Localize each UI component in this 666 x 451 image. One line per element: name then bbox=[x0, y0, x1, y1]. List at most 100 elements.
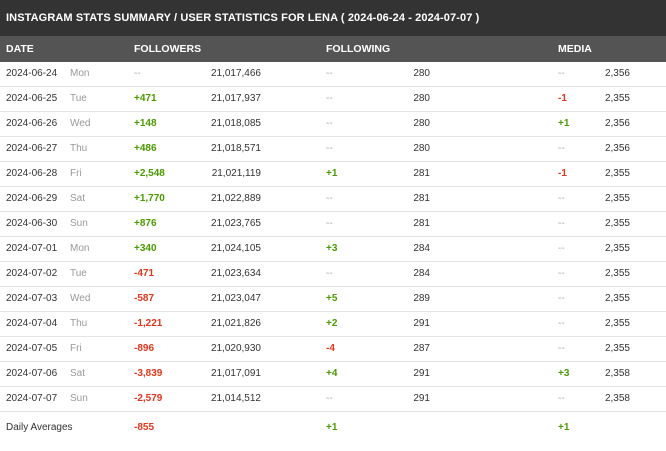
row-date: 2024-07-04 bbox=[6, 318, 58, 329]
row-day: Thu bbox=[70, 143, 88, 154]
following-change: -- bbox=[326, 68, 333, 79]
following-change: +1 bbox=[326, 168, 338, 179]
following-total: 291 bbox=[413, 393, 430, 404]
following-change: -- bbox=[326, 268, 333, 279]
row-day: Sun bbox=[70, 218, 88, 229]
table-row: 2024-07-07 Sun -2,579 21,014,512 -- 291 -- 2,35… bbox=[0, 387, 666, 412]
following-total: 281 bbox=[413, 218, 430, 229]
followers-change: -471 bbox=[134, 268, 155, 279]
row-date: 2024-06-27 bbox=[6, 143, 58, 154]
row-day: Fri bbox=[70, 168, 82, 179]
following-change: -- bbox=[326, 118, 333, 129]
following-total: 289 bbox=[413, 293, 430, 304]
following-change: +5 bbox=[326, 293, 338, 304]
followers-total: 21,014,512 bbox=[210, 393, 261, 404]
media-total: 2,356 bbox=[604, 68, 630, 79]
column-header-following[interactable]: FOLLOWING bbox=[326, 43, 391, 55]
table-row: 2024-07-03 Wed -587 21,023,047 +5 289 -- 2,355 bbox=[0, 287, 666, 312]
following-change: +4 bbox=[326, 368, 338, 379]
media-change: +3 bbox=[558, 368, 570, 379]
table-row: 2024-06-27 Thu +486 21,018,571 -- 280 -- 2,356 bbox=[0, 137, 666, 162]
row-date: 2024-06-30 bbox=[6, 218, 58, 229]
row-day: Wed bbox=[70, 293, 91, 304]
media-change: -1 bbox=[558, 93, 567, 104]
following-total: 280 bbox=[413, 93, 430, 104]
following-change: -- bbox=[326, 93, 333, 104]
row-day: Mon bbox=[70, 243, 90, 254]
followers-total: 21,022,889 bbox=[210, 193, 261, 204]
following-change: -4 bbox=[326, 343, 335, 354]
daily-averages-row: Daily Averages -855 +1 +1 bbox=[0, 412, 666, 444]
media-total: 2,355 bbox=[604, 168, 630, 179]
table-row: 2024-06-30 Sun +876 21,023,765 -- 281 -- 2,355 bbox=[0, 212, 666, 237]
followers-total: 21,023,765 bbox=[210, 218, 261, 229]
media-change: -- bbox=[558, 343, 565, 354]
table-row: 2024-07-04 Thu -1,221 21,021,826 +2 291 -- 2,35… bbox=[0, 312, 666, 337]
following-total: 291 bbox=[413, 368, 430, 379]
followers-total: 21,018,085 bbox=[210, 118, 261, 129]
media-total: 2,355 bbox=[604, 218, 630, 229]
row-day: Mon bbox=[70, 68, 90, 79]
row-day: Sat bbox=[70, 193, 86, 204]
following-total: 281 bbox=[413, 193, 430, 204]
row-date: 2024-06-25 bbox=[6, 93, 58, 104]
media-change: +1 bbox=[558, 118, 570, 129]
column-header-followers[interactable]: FOLLOWERS bbox=[134, 43, 202, 55]
media-total: 2,358 bbox=[604, 368, 630, 379]
row-date: 2024-07-05 bbox=[6, 343, 58, 354]
following-total: 287 bbox=[413, 343, 430, 354]
media-total: 2,356 bbox=[604, 143, 630, 154]
following-change: -- bbox=[326, 143, 333, 154]
row-date: 2024-06-24 bbox=[6, 68, 58, 79]
followers-total: 21,021,826 bbox=[210, 318, 261, 329]
row-date: 2024-07-07 bbox=[6, 393, 58, 404]
followers-total: 21,023,634 bbox=[210, 268, 261, 279]
media-change: -1 bbox=[558, 168, 567, 179]
row-date: 2024-06-29 bbox=[6, 193, 58, 204]
media-total: 2,355 bbox=[604, 343, 630, 354]
table-row: 2024-06-26 Wed +148 21,018,085 -- 280 +1 2,356 bbox=[0, 112, 666, 137]
following-change: -- bbox=[326, 218, 333, 229]
media-total: 2,355 bbox=[604, 243, 630, 254]
followers-change: +340 bbox=[134, 243, 157, 254]
table-row: 2024-06-28 Fri +2,548 21,021,119 +1 281 -1 2,35… bbox=[0, 162, 666, 187]
media-change: -- bbox=[558, 68, 565, 79]
table-row: 2024-07-05 Fri -896 21,020,930 -4 287 -- 2,355 bbox=[0, 337, 666, 362]
following-average: +1 bbox=[326, 422, 338, 433]
following-total: 291 bbox=[413, 318, 430, 329]
followers-change: +486 bbox=[134, 143, 157, 154]
media-total: 2,355 bbox=[604, 293, 630, 304]
table-row: 2024-07-02 Tue -471 21,023,634 -- 284 -- 2,355 bbox=[0, 262, 666, 287]
column-header-media[interactable]: MEDIA bbox=[558, 43, 592, 55]
followers-total: 21,021,119 bbox=[211, 168, 261, 179]
followers-change: -2,579 bbox=[134, 393, 163, 404]
row-day: Thu bbox=[70, 318, 88, 329]
followers-total: 21,018,571 bbox=[210, 143, 261, 154]
media-change: -- bbox=[558, 193, 565, 204]
following-total: 280 bbox=[413, 68, 430, 79]
media-change: -- bbox=[558, 143, 565, 154]
followers-change: +1,770 bbox=[134, 193, 165, 204]
followers-change: +876 bbox=[134, 218, 157, 229]
table-row: 2024-07-01 Mon +340 21,024,105 +3 284 -- 2,355 bbox=[0, 237, 666, 262]
row-day: Fri bbox=[70, 343, 82, 354]
media-total: 2,355 bbox=[604, 193, 630, 204]
followers-change: -1,221 bbox=[134, 318, 163, 329]
followers-change: +471 bbox=[134, 93, 157, 104]
daily-averages-label: Daily Averages bbox=[6, 422, 73, 433]
row-date: 2024-07-02 bbox=[6, 268, 58, 279]
media-change: -- bbox=[558, 243, 565, 254]
table-row: 2024-06-25 Tue +471 21,017,937 -- 280 -1 2,355 bbox=[0, 87, 666, 112]
followers-total: 21,020,930 bbox=[210, 343, 261, 354]
media-change: -- bbox=[558, 393, 565, 404]
following-total: 284 bbox=[413, 268, 430, 279]
column-header-date[interactable]: DATE bbox=[6, 43, 34, 55]
following-total: 281 bbox=[413, 168, 430, 179]
row-day: Wed bbox=[70, 118, 91, 129]
table-row: 2024-07-06 Sat -3,839 21,017,091 +4 291 +3 2,35… bbox=[0, 362, 666, 387]
media-change: -- bbox=[558, 218, 565, 229]
followers-change: -587 bbox=[134, 293, 155, 304]
row-date: 2024-07-03 bbox=[6, 293, 58, 304]
row-day: Tue bbox=[70, 93, 87, 104]
followers-total: 21,024,105 bbox=[210, 243, 261, 254]
